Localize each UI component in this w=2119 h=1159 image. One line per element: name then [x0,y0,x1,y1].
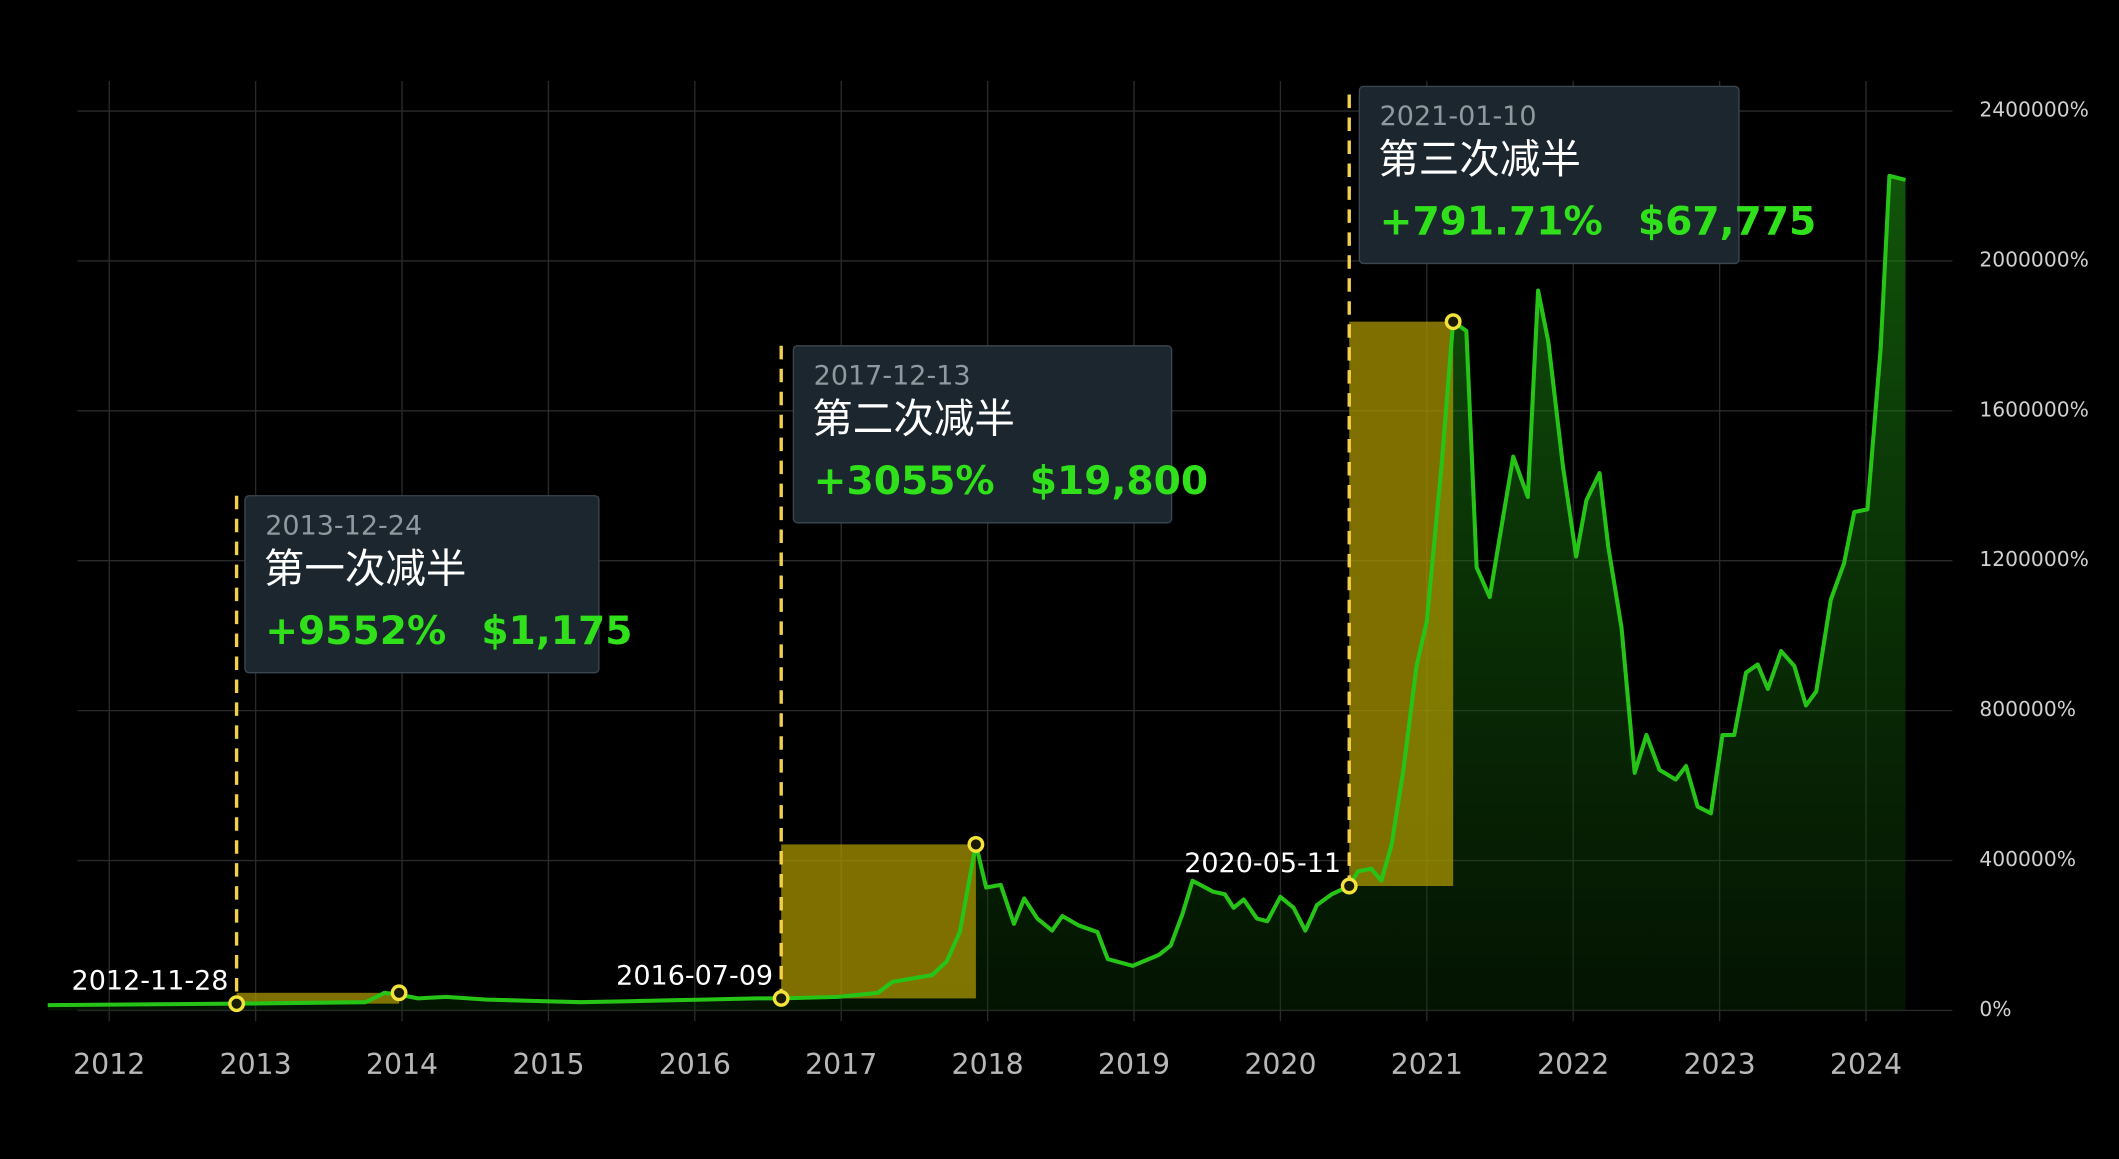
peak-marker [390,984,408,1002]
peak-date: 2021-01-10 [1380,101,1537,132]
halving-date: 2020-05-11 [1184,848,1341,879]
price: $19,800 [1030,459,1208,504]
halving-range [236,992,400,1004]
x-tick-label: 2016 [659,1048,731,1081]
x-tick-label: 2022 [1537,1048,1609,1081]
box-bg [792,345,1173,524]
price: $1,175 [481,609,632,654]
y-tick-label: 800000% [1979,697,2076,721]
y-tick-label: 2400000% [1979,98,2088,122]
x-tick-label: 2024 [1830,1048,1902,1081]
halving-date: 2016-07-09 [616,960,773,991]
x-tick-label: 2019 [1098,1048,1170,1081]
change: +9552% [265,609,446,654]
x-tick-label: 2023 [1684,1048,1756,1081]
halving-range [781,844,976,999]
change: +791.71% [1380,200,1603,245]
halving-marker [228,995,246,1013]
x-tick-label: 2021 [1391,1048,1463,1081]
box-bg [1358,85,1740,265]
x-tick-label: 2013 [220,1048,292,1081]
box-bg [244,495,600,674]
peak-date: 2017-12-13 [814,360,971,391]
box-title: 第二次减半 [812,394,1015,442]
halving-marker [1340,877,1358,895]
price: $67,775 [1638,200,1816,245]
x-tick-label: 2018 [952,1048,1024,1081]
x-tick-label: 2015 [512,1048,584,1081]
peak-marker [1444,313,1462,331]
peak-marker [967,835,985,853]
peak-date: 2013-12-24 [265,510,422,541]
halving-marker [772,989,790,1007]
x-tick-label: 2020 [1244,1048,1316,1081]
x-tick-label: 2012 [73,1048,145,1081]
y-tick-label: 400000% [1979,847,2076,871]
box-title: 第一次减半 [264,544,467,592]
y-tick-label: 2000000% [1979,247,2088,271]
y-tick-label: 0% [1979,997,2011,1021]
y-tick-label: 1200000% [1979,547,2088,571]
y-tick-label: 1600000% [1979,397,2088,421]
change: +3055% [814,459,995,504]
line [47,173,1907,1008]
halving-range [1349,321,1454,886]
halving-date: 2012-11-28 [72,966,229,997]
x-tick-label: 2014 [366,1048,438,1081]
x-tick-label: 2017 [805,1048,877,1081]
box-title: 第三次减半 [1378,135,1581,183]
